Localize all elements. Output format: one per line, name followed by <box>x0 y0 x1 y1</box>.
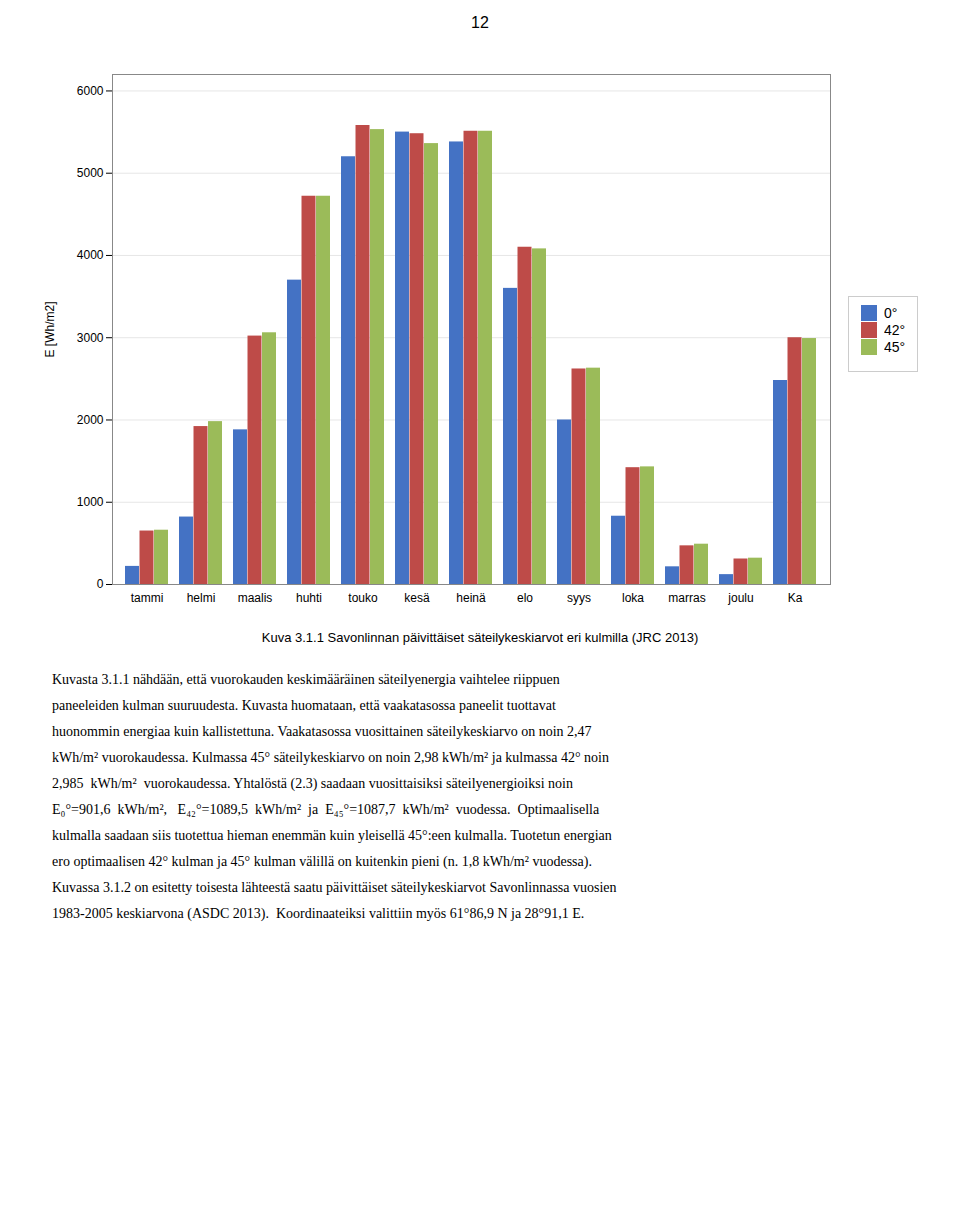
svg-text:kesä: kesä <box>404 591 430 605</box>
svg-text:2000: 2000 <box>77 413 104 427</box>
svg-text:huhti: huhti <box>296 591 322 605</box>
svg-text:5000: 5000 <box>77 166 104 180</box>
html-text:E₀°=901,6 kWh/m², E₄₂°=1089,5: E₀°=901,6 kWh/m², E₄₂°=1089,5 kWh/m² ja … <box>52 802 600 817</box>
html-text:2,985 kWh/m² vuorokaudessa. Yh: 2,985 kWh/m² vuorokaudessa. Yhtalöstä (2… <box>52 776 573 791</box>
svg-text:marras: marras <box>668 591 705 605</box>
svg-text:maalis: maalis <box>238 591 273 605</box>
svg-text:touko: touko <box>348 591 378 605</box>
html-text:paneeleiden kulman suuruudesta: paneeleiden kulman suuruudesta. Kuvasta … <box>52 698 556 713</box>
svg-text:0: 0 <box>97 577 104 591</box>
html-text:1983-2005 keskiarvona (ASDC 20: 1983-2005 keskiarvona (ASDC 2013). Koord… <box>52 906 585 921</box>
svg-text:E [Wh/m2]: E [Wh/m2] <box>43 301 57 357</box>
html-text:Kuva 3.1.1 Savonlinnan päivitt: Kuva 3.1.1 Savonlinnan päivittäiset säte… <box>261 630 699 645</box>
svg-text:tammi: tammi <box>131 591 164 605</box>
svg-text:loka: loka <box>622 591 644 605</box>
html-text:12: 12 <box>471 14 489 31</box>
svg-text:6000: 6000 <box>77 84 104 98</box>
svg-text:helmi: helmi <box>187 591 216 605</box>
svg-text:1000: 1000 <box>77 495 104 509</box>
svg-text:3000: 3000 <box>77 331 104 345</box>
svg-text:syys: syys <box>567 591 591 605</box>
html-text:ero optimaalisen 42° kulman ja: ero optimaalisen 42° kulman ja 45° kulma… <box>52 854 592 869</box>
html-text:0°: 0° <box>883 305 898 321</box>
svg-text:elo: elo <box>517 591 533 605</box>
html-text:42°: 42° <box>883 322 906 338</box>
svg-text:joulu: joulu <box>727 591 753 605</box>
html-text:huonommin energiaa kuin kallis: huonommin energiaa kuin kallistettuna. V… <box>52 724 592 739</box>
html-text:Kuvassa 3.1.2 on esitetty tois: Kuvassa 3.1.2 on esitetty toisesta lähte… <box>52 880 617 895</box>
html-text:kulmalla saadaan siis tuotettu: kulmalla saadaan siis tuotettua hieman e… <box>52 828 612 843</box>
svg-text:4000: 4000 <box>77 248 104 262</box>
html-text:kWh/m² vuorokaudessa. Kulmassa: kWh/m² vuorokaudessa. Kulmassa 45° sätei… <box>52 750 609 765</box>
svg-text:heinä: heinä <box>456 591 486 605</box>
svg-text:Ka: Ka <box>788 591 803 605</box>
html-text:45°: 45° <box>883 339 906 355</box>
html-text:Kuvasta 3.1.1 nähdään, että vu: Kuvasta 3.1.1 nähdään, että vuorokauden … <box>52 672 560 687</box>
